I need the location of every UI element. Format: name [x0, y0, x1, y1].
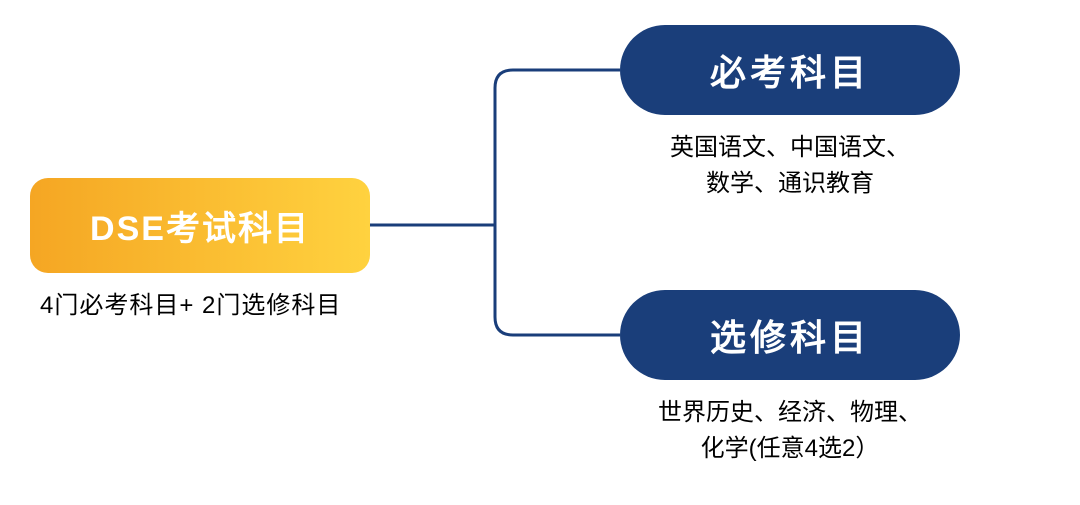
- branch-2-label: 选修科目: [710, 309, 870, 361]
- branch-required-subjects: 必考科目: [620, 25, 960, 115]
- root-label: DSE考试科目: [90, 201, 310, 250]
- root-node: DSE考试科目: [30, 178, 370, 273]
- branch-1-subtitle-line1: 英国语文、中国语文、: [670, 134, 910, 161]
- branch-2-subtitle-line1: 世界历史、经济、物理、: [658, 399, 922, 426]
- branch-2-subtitle-line2: 化学(任意4选2）: [701, 435, 880, 462]
- branch-1-label: 必考科目: [710, 44, 870, 96]
- branch-1-subtitle: 英国语文、中国语文、 数学、通识教育: [620, 130, 960, 202]
- branch-2-subtitle: 世界历史、经济、物理、 化学(任意4选2）: [620, 395, 960, 467]
- branch-1-subtitle-line2: 数学、通识教育: [706, 170, 874, 197]
- branch-elective-subjects: 选修科目: [620, 290, 960, 380]
- root-subtitle: 4门必考科目+ 2门选修科目: [40, 285, 341, 320]
